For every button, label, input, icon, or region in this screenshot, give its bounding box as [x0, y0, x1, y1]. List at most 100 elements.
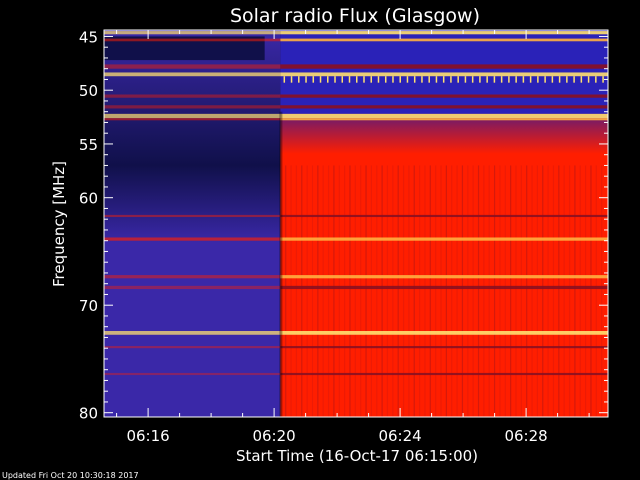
comb-tick: [457, 76, 459, 83]
comb-tick: [334, 76, 336, 83]
striation: [547, 165, 549, 417]
comb-tick: [486, 76, 488, 83]
comb-tick: [290, 76, 293, 83]
striation: [536, 165, 539, 417]
comb-tick: [573, 76, 575, 83]
frequency-band-left: [104, 94, 281, 98]
frequency-band-left: [104, 346, 281, 349]
comb-tick: [471, 76, 474, 83]
frequency-band-left: [104, 331, 281, 335]
comb-tick: [305, 76, 307, 83]
striation: [429, 165, 431, 417]
striation: [354, 165, 356, 417]
striation: [467, 165, 469, 417]
axes: [103, 29, 609, 418]
comb-tick: [493, 76, 496, 83]
comb-tick: [537, 76, 539, 83]
comb-tick: [442, 76, 445, 83]
frequency-band-right: [280, 237, 608, 241]
transition-edge: [279, 111, 283, 417]
comb-tick: [595, 76, 597, 83]
striation: [574, 165, 576, 417]
y-tick-label: 50: [79, 82, 98, 100]
striation: [585, 165, 587, 417]
frequency-band-right: [280, 113, 608, 119]
frequency-band-left: [104, 118, 281, 121]
frequency-band-left: [104, 105, 281, 109]
striation: [579, 165, 581, 417]
comb-tick: [508, 76, 510, 83]
dark-block: [104, 36, 265, 61]
plot-area: [104, 30, 608, 417]
striation: [392, 165, 394, 417]
x-axis-label: Start Time (16-Oct-17 06:15:00): [236, 447, 478, 465]
comb-tick: [363, 76, 365, 83]
striation: [413, 165, 415, 417]
comb-tick: [406, 76, 409, 83]
striation: [435, 165, 437, 417]
comb-tick: [500, 76, 503, 83]
comb-tick: [479, 76, 481, 83]
y-tick-label: 60: [79, 190, 98, 208]
striation: [520, 165, 522, 417]
comb-tick: [370, 76, 372, 83]
y-axis-label: Frequency [MHz]: [50, 161, 68, 287]
low-flux-region: [104, 30, 281, 417]
chart-title: Solar radio Flux (Glasgow): [230, 5, 480, 27]
striation: [451, 165, 453, 417]
comb-tick: [399, 76, 401, 83]
frequency-band-left: [104, 113, 281, 119]
striation: [472, 165, 474, 417]
frequency-band-right: [280, 331, 608, 335]
frequency-band-left: [104, 38, 281, 42]
tick-labels: 45 50 55 60 70 80 06:16 06:20 06:24 06:28: [79, 28, 548, 445]
comb-tick: [544, 76, 546, 83]
striation: [531, 165, 533, 417]
comb-tick: [587, 76, 590, 83]
comb-tick: [515, 76, 517, 83]
frequency-band-right: [280, 105, 608, 109]
striation: [344, 165, 346, 417]
x-tick-label: 06:24: [378, 427, 421, 445]
frequency-band-left: [104, 237, 281, 241]
striation: [590, 165, 592, 417]
comb-tick: [413, 76, 416, 83]
y-tick-label: 70: [79, 297, 98, 315]
frequency-band-right: [280, 275, 608, 279]
comb-tick: [551, 76, 554, 83]
frequency-band-right: [280, 285, 608, 290]
comb-tick: [558, 76, 561, 83]
comb-tick: [319, 76, 322, 83]
striation: [360, 165, 362, 417]
x-tick-label: 06:20: [252, 427, 295, 445]
striation: [408, 165, 410, 417]
x-tick-label: 06:16: [126, 427, 169, 445]
comb-tick: [435, 76, 438, 83]
striation: [445, 165, 447, 417]
striation: [349, 165, 351, 417]
comb-tick: [464, 76, 467, 83]
frequency-band-right: [280, 31, 608, 35]
comb-tick: [602, 76, 604, 83]
frequency-band-left: [104, 31, 281, 35]
updated-timestamp: Updated Fri Oct 20 10:30:18 2017: [2, 471, 139, 480]
frequency-band-right: [280, 38, 608, 42]
striation: [285, 165, 287, 417]
comb-tick: [522, 76, 525, 83]
striation: [488, 165, 490, 417]
y-tick-label: 45: [79, 28, 98, 46]
striation: [365, 165, 367, 417]
comb-tick: [529, 76, 532, 83]
frequency-band-right: [280, 214, 608, 218]
striation: [493, 165, 496, 417]
striation: [504, 165, 506, 417]
comb-tick: [450, 76, 452, 83]
frequency-band-left: [104, 64, 281, 69]
comb-tick: [327, 76, 329, 83]
striation: [424, 165, 426, 417]
comb-tick: [428, 76, 430, 83]
striation: [338, 165, 340, 417]
comb-tick: [356, 76, 358, 83]
plot-frame: [103, 29, 609, 418]
comb-tick: [384, 76, 387, 83]
